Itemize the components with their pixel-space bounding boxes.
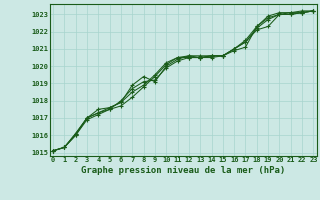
X-axis label: Graphe pression niveau de la mer (hPa): Graphe pression niveau de la mer (hPa): [81, 166, 285, 175]
